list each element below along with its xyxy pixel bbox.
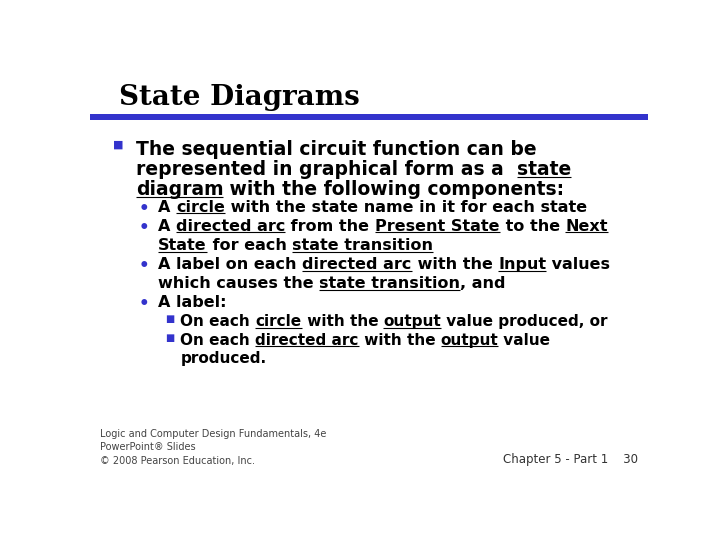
Bar [90, 114, 648, 120]
Text: ■: ■ [166, 333, 174, 342]
Text: ■: ■ [166, 314, 174, 325]
Text: state: state [516, 160, 571, 179]
Text: The sequential circuit function can be: The sequential circuit function can be [136, 140, 536, 159]
Text: On each: On each [181, 333, 256, 348]
Text: values: values [546, 257, 611, 272]
Text: produced.: produced. [181, 351, 266, 366]
Text: Logic and Computer Design Fundamentals, 4e
PowerPoint® Slides
© 2008 Pearson Edu: Logic and Computer Design Fundamentals, … [100, 429, 326, 465]
Text: On each: On each [181, 314, 256, 329]
Text: A: A [158, 219, 176, 234]
Text: with the: with the [302, 314, 383, 329]
Text: for each: for each [207, 238, 292, 253]
Text: directed arc: directed arc [302, 257, 412, 272]
Text: circle: circle [176, 199, 225, 214]
Text: value produced, or: value produced, or [441, 314, 608, 329]
Text: Present State: Present State [375, 219, 500, 234]
Text: State Diagrams: State Diagrams [119, 84, 360, 111]
Text: State: State [158, 238, 207, 253]
Text: with the following components:: with the following components: [223, 180, 564, 199]
Text: with the: with the [359, 333, 441, 348]
Text: output: output [383, 314, 441, 329]
Text: Input: Input [498, 257, 546, 272]
Text: •: • [139, 219, 150, 237]
Text: A label:: A label: [158, 295, 227, 310]
Text: represented in graphical form as a: represented in graphical form as a [136, 160, 516, 179]
Text: with the: with the [412, 257, 498, 272]
Text: Chapter 5 - Part 1    30: Chapter 5 - Part 1 30 [503, 453, 638, 465]
Text: A: A [158, 199, 176, 214]
Text: with the state name in it for each state: with the state name in it for each state [225, 199, 587, 214]
Text: to the: to the [500, 219, 565, 234]
Text: directed arc: directed arc [256, 333, 359, 348]
Text: •: • [139, 199, 150, 218]
Text: •: • [139, 295, 150, 313]
Text: state transition: state transition [292, 238, 433, 253]
Text: diagram: diagram [136, 180, 223, 199]
Text: ■: ■ [114, 140, 124, 150]
Text: Next: Next [565, 219, 608, 234]
Text: value: value [498, 333, 550, 348]
Text: state transition: state transition [320, 276, 460, 291]
Text: circle: circle [256, 314, 302, 329]
Text: output: output [441, 333, 498, 348]
Text: directed arc: directed arc [176, 219, 285, 234]
Text: A label on each: A label on each [158, 257, 302, 272]
Text: from the: from the [285, 219, 375, 234]
Text: which causes the: which causes the [158, 276, 320, 291]
Text: , and: , and [460, 276, 506, 291]
Text: •: • [139, 257, 150, 275]
